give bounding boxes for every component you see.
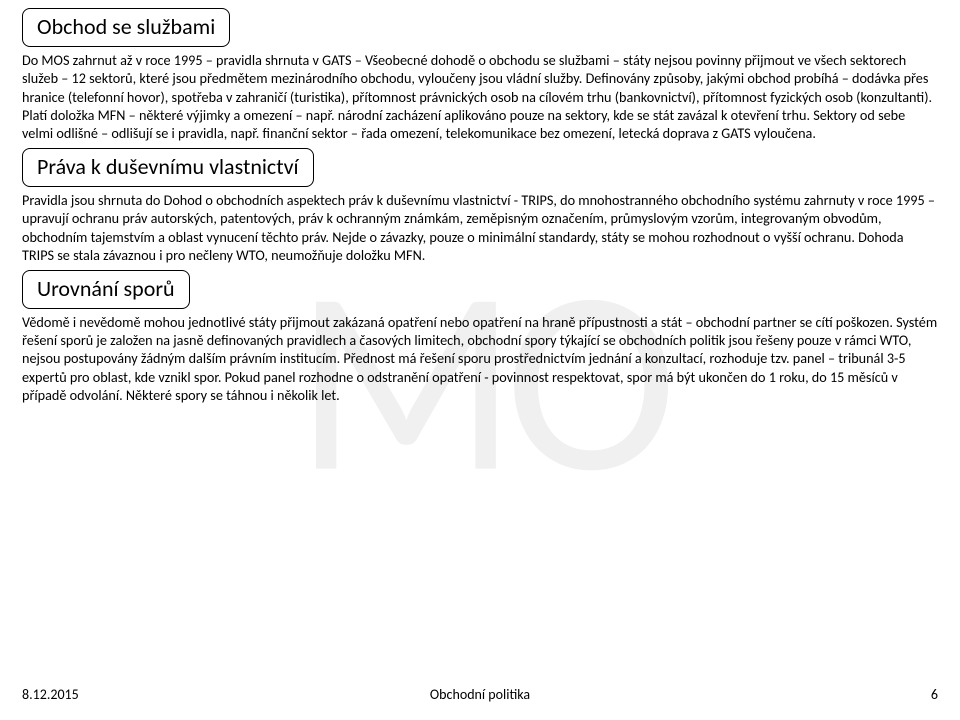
section-heading-disputes: Urovnání sporů xyxy=(22,270,190,309)
footer-date: 8.12.2015 xyxy=(22,686,79,704)
slide-content: Obchod se službami Do MOS zahrnut až v r… xyxy=(22,8,938,404)
footer-page-number: 6 xyxy=(931,686,938,704)
section-heading-ip: Práva k duševnímu vlastnictví xyxy=(22,148,314,187)
section-body-services: Do MOS zahrnut až v roce 1995 – pravidla… xyxy=(22,51,938,142)
footer-title: Obchodní politika xyxy=(430,686,530,704)
section-body-disputes: Vědomě i nevědomě mohou jednotlivé státy… xyxy=(22,313,938,404)
slide-footer: 8.12.2015 Obchodní politika 6 xyxy=(22,686,938,704)
section-heading-services: Obchod se službami xyxy=(22,8,230,47)
section-body-ip: Pravidla jsou shrnuta do Dohod o obchodn… xyxy=(22,191,938,264)
